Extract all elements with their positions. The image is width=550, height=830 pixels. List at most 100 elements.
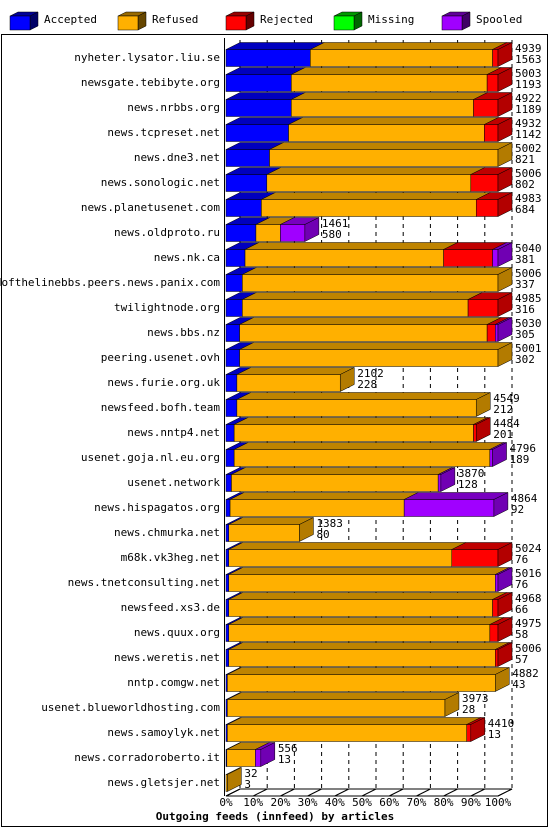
bar-front (495, 649, 499, 667)
bar-top (236, 392, 491, 400)
bar-segment (261, 192, 491, 217)
bar-label-accepted: 3 (244, 778, 251, 791)
bar-top (266, 167, 485, 175)
bar-front (225, 399, 238, 417)
bar-label-accepted: 1142 (515, 128, 542, 141)
x-tick-label: 0% (219, 796, 233, 809)
bar-front (228, 574, 496, 592)
bar-side (470, 717, 486, 742)
y-tick-label: newsgate.tebibyte.org (81, 76, 220, 89)
bar-top (234, 442, 504, 450)
bar-front (244, 249, 444, 267)
bar-front (225, 499, 231, 517)
bar-segment (225, 192, 276, 217)
bar-label-total: 4968 (515, 592, 542, 605)
bar-label-accepted: 1563 (515, 53, 542, 66)
bar-segment (242, 292, 483, 317)
bar-segment (225, 167, 281, 192)
bar-label-accepted: 1189 (515, 103, 542, 116)
bar-front (443, 249, 493, 267)
bar-label-accepted: 92 (511, 503, 524, 516)
bar-front (239, 324, 488, 342)
bar-segment (228, 592, 507, 617)
bar-front (225, 424, 235, 442)
bar-side (492, 442, 507, 467)
y-tick-label: news.corradoroberto.it (74, 751, 220, 764)
legend-label: Spooled (476, 13, 522, 26)
bar-label-accepted: 80 (316, 528, 329, 541)
bar-top (239, 342, 513, 350)
bar-segment (470, 167, 513, 192)
y-tick-label: newsfeed.bofh.team (101, 401, 221, 414)
bar-label-total: 1383 (316, 517, 343, 530)
bar-segment (269, 142, 513, 167)
bar-side (497, 92, 513, 117)
bar-segment (242, 267, 513, 292)
bar-top (242, 267, 513, 275)
bar-label-accepted: 201 (493, 428, 513, 441)
bar-label-accepted: 1193 (515, 78, 542, 91)
bar-top (404, 492, 509, 500)
bar-front (228, 549, 453, 567)
bar-front (495, 574, 499, 592)
bar-segment (255, 217, 295, 242)
bar-front (291, 99, 474, 117)
legend-swatch (225, 15, 247, 31)
bar-front (492, 49, 499, 67)
bar-label-accepted: 76 (515, 578, 528, 591)
bar-front (228, 624, 491, 642)
bar-segment (229, 492, 419, 517)
legend-label: Refused (152, 13, 198, 26)
bar-label-total: 5002 (515, 142, 542, 155)
bar-top (228, 517, 314, 525)
bar-label-total: 5001 (515, 342, 542, 355)
x-tick-label: 30% (298, 796, 318, 809)
bar-front (228, 649, 496, 667)
x-tick-label: 10% (243, 796, 263, 809)
bar-segment (443, 242, 507, 267)
bar-front (492, 249, 499, 267)
x-axis-label: Outgoing feeds (innfeed) by articles (156, 810, 394, 823)
bar-top (225, 42, 325, 50)
bar-side (497, 117, 513, 142)
bar-label-total: 5024 (515, 542, 542, 555)
bar-segment (310, 42, 507, 67)
bar-label-total: 5016 (515, 567, 542, 580)
x-tick (416, 788, 431, 797)
bar-top (227, 667, 510, 675)
bar-top (228, 642, 510, 650)
bar-side (440, 467, 456, 492)
bar-segment (225, 217, 271, 242)
bar-label-accepted: 381 (515, 253, 535, 266)
bar-label-total: 4882 (512, 667, 539, 680)
bar-top (242, 292, 483, 300)
x-tick-label: 50% (352, 796, 372, 809)
bar-front (227, 699, 446, 717)
bar-side (475, 417, 491, 442)
bar-side (495, 667, 510, 692)
bar-label-accepted: 212 (493, 403, 513, 416)
y-tick-label: news.oldproto.ru (114, 226, 220, 239)
bar-front (255, 224, 281, 242)
bar-side (497, 142, 513, 167)
bar-segment (233, 417, 488, 442)
bar-segment (233, 442, 504, 467)
y-tick-label: news.tcpreset.net (107, 126, 220, 139)
bar-segment (403, 492, 509, 517)
bar-side (444, 692, 460, 717)
bar-front (225, 449, 235, 467)
bar-label-total: 4932 (515, 117, 542, 130)
bar-front (228, 599, 493, 617)
bar-front (225, 149, 270, 167)
bar-front (225, 349, 240, 367)
bar-side (497, 342, 513, 367)
bar-front (451, 549, 499, 567)
x-tick (280, 788, 295, 797)
bar-segment (228, 517, 314, 542)
bar-front (466, 724, 472, 742)
bar-front (269, 149, 499, 167)
bar-front (475, 199, 499, 217)
bar-top (228, 592, 507, 600)
bar-front (255, 749, 262, 767)
bar-top (288, 117, 499, 125)
